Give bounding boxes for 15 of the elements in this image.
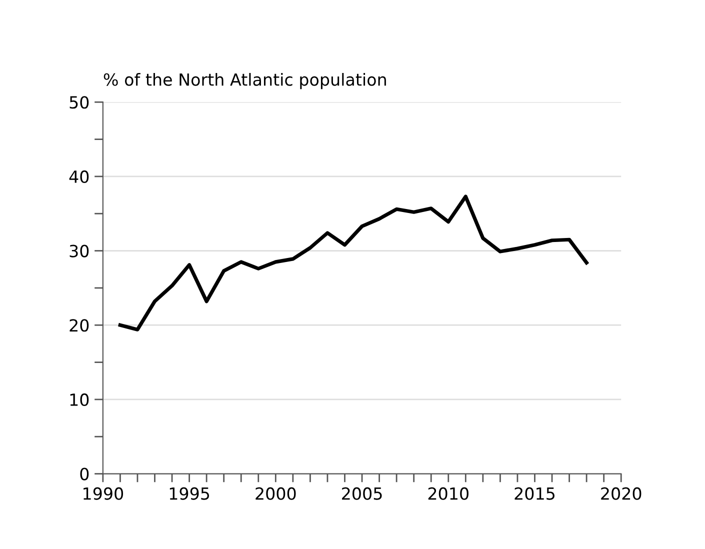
line-series bbox=[118, 194, 588, 332]
x-tick-label: 2020 bbox=[601, 487, 642, 500]
x-tick-label: 2005 bbox=[342, 487, 382, 500]
y-tick-label: 40 bbox=[69, 170, 89, 184]
y-axis-title: % of the North Atlantic population bbox=[104, 72, 386, 90]
x-tick-label: 2010 bbox=[428, 487, 468, 500]
x-tick-label: 2015 bbox=[514, 487, 554, 500]
x-tick-label: 2000 bbox=[256, 487, 296, 500]
y-tick-label: 0 bbox=[80, 468, 89, 480]
y-tick-label: 30 bbox=[70, 244, 89, 258]
x-tick-label: 1990 bbox=[84, 487, 124, 500]
y-tick-label: 10 bbox=[70, 393, 89, 406]
y-tick-label: 20 bbox=[70, 319, 89, 332]
y-tick-label: 50 bbox=[70, 96, 89, 109]
x-tick-label: 1995 bbox=[170, 487, 210, 500]
